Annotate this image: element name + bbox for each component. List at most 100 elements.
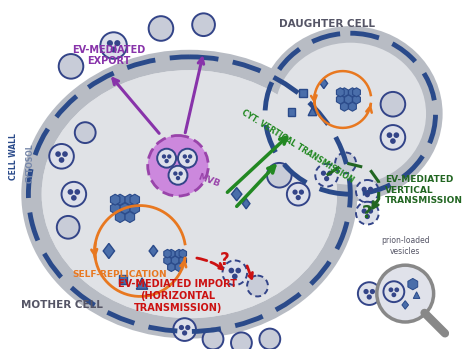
Circle shape: [247, 276, 268, 297]
Circle shape: [364, 289, 369, 294]
Text: ?: ?: [219, 251, 229, 269]
Polygon shape: [175, 250, 182, 258]
Circle shape: [381, 92, 405, 117]
Polygon shape: [115, 212, 125, 223]
Polygon shape: [231, 187, 242, 201]
Polygon shape: [120, 203, 130, 214]
Circle shape: [68, 189, 73, 195]
Circle shape: [231, 332, 252, 353]
Polygon shape: [308, 107, 317, 116]
Circle shape: [173, 318, 196, 341]
Polygon shape: [288, 108, 295, 116]
Polygon shape: [175, 263, 182, 271]
Polygon shape: [402, 301, 409, 309]
Circle shape: [365, 192, 370, 197]
Circle shape: [358, 282, 381, 305]
Circle shape: [75, 122, 96, 143]
Circle shape: [100, 32, 127, 59]
Polygon shape: [115, 194, 125, 205]
Circle shape: [267, 163, 292, 187]
Circle shape: [107, 40, 113, 46]
Text: EV-MEDIATED
EXPORT: EV-MEDIATED EXPORT: [72, 45, 146, 66]
Circle shape: [182, 154, 187, 159]
Circle shape: [370, 289, 375, 294]
Polygon shape: [353, 88, 360, 97]
Polygon shape: [137, 278, 148, 289]
Circle shape: [62, 151, 68, 157]
Ellipse shape: [42, 70, 337, 318]
Ellipse shape: [274, 43, 426, 185]
Polygon shape: [340, 88, 348, 97]
Circle shape: [232, 274, 237, 279]
Circle shape: [179, 325, 184, 330]
Ellipse shape: [258, 26, 443, 201]
Circle shape: [259, 328, 280, 349]
Circle shape: [74, 189, 80, 195]
Ellipse shape: [21, 50, 357, 339]
Circle shape: [362, 209, 367, 214]
Polygon shape: [172, 256, 179, 265]
Polygon shape: [337, 88, 344, 97]
Text: MVB: MVB: [197, 172, 221, 188]
Circle shape: [394, 288, 399, 292]
Circle shape: [365, 214, 370, 219]
Circle shape: [185, 159, 190, 163]
Circle shape: [62, 182, 86, 206]
Polygon shape: [320, 78, 328, 89]
Circle shape: [368, 187, 373, 192]
Circle shape: [296, 195, 301, 200]
Polygon shape: [110, 203, 120, 214]
Circle shape: [392, 293, 396, 297]
Circle shape: [368, 209, 373, 214]
Circle shape: [377, 265, 434, 322]
Polygon shape: [164, 256, 171, 265]
Polygon shape: [130, 203, 139, 214]
Circle shape: [149, 16, 173, 41]
Circle shape: [228, 268, 234, 273]
Circle shape: [299, 190, 304, 195]
Circle shape: [236, 268, 241, 273]
Polygon shape: [130, 194, 139, 205]
Circle shape: [148, 135, 208, 196]
Circle shape: [335, 153, 356, 173]
Circle shape: [393, 132, 399, 138]
Circle shape: [173, 171, 178, 176]
Circle shape: [59, 157, 64, 163]
Text: EV-MEDIATED
VERTICAL
TRANSMISSION: EV-MEDIATED VERTICAL TRANSMISSION: [385, 175, 464, 205]
Text: ?: ?: [362, 204, 372, 222]
Circle shape: [327, 171, 332, 176]
Circle shape: [202, 328, 223, 349]
Circle shape: [362, 187, 367, 192]
Polygon shape: [168, 250, 175, 258]
Circle shape: [321, 171, 326, 176]
Text: prion-loaded
vesicles: prion-loaded vesicles: [381, 236, 429, 256]
Circle shape: [389, 288, 393, 292]
Circle shape: [114, 40, 120, 46]
Text: CELL WALL: CELL WALL: [9, 133, 18, 180]
Circle shape: [387, 132, 392, 138]
Polygon shape: [408, 279, 418, 290]
Polygon shape: [340, 102, 348, 111]
Text: EV-MEDIATED IMPORT
(HORIZONTAL
TRANSMISSION): EV-MEDIATED IMPORT (HORIZONTAL TRANSMISS…: [118, 279, 237, 313]
Polygon shape: [168, 263, 175, 271]
Text: DAUGHTER CELL: DAUGHTER CELL: [279, 19, 375, 29]
Polygon shape: [299, 89, 307, 97]
Polygon shape: [413, 292, 420, 298]
Polygon shape: [103, 243, 115, 258]
Polygon shape: [149, 245, 158, 257]
Circle shape: [157, 149, 176, 168]
Circle shape: [178, 149, 197, 168]
Circle shape: [167, 154, 172, 159]
Text: CYTOSOL: CYTOSOL: [26, 143, 35, 183]
Polygon shape: [348, 102, 356, 111]
Text: CYT. VERTICAL TRANSMISSION: CYT. VERTICAL TRANSMISSION: [239, 108, 355, 185]
Polygon shape: [345, 95, 352, 104]
Circle shape: [179, 171, 183, 176]
Circle shape: [110, 46, 117, 52]
Polygon shape: [110, 194, 120, 205]
Polygon shape: [242, 199, 250, 209]
Circle shape: [381, 125, 405, 150]
Circle shape: [188, 154, 192, 159]
Circle shape: [182, 330, 187, 336]
Circle shape: [55, 151, 61, 157]
